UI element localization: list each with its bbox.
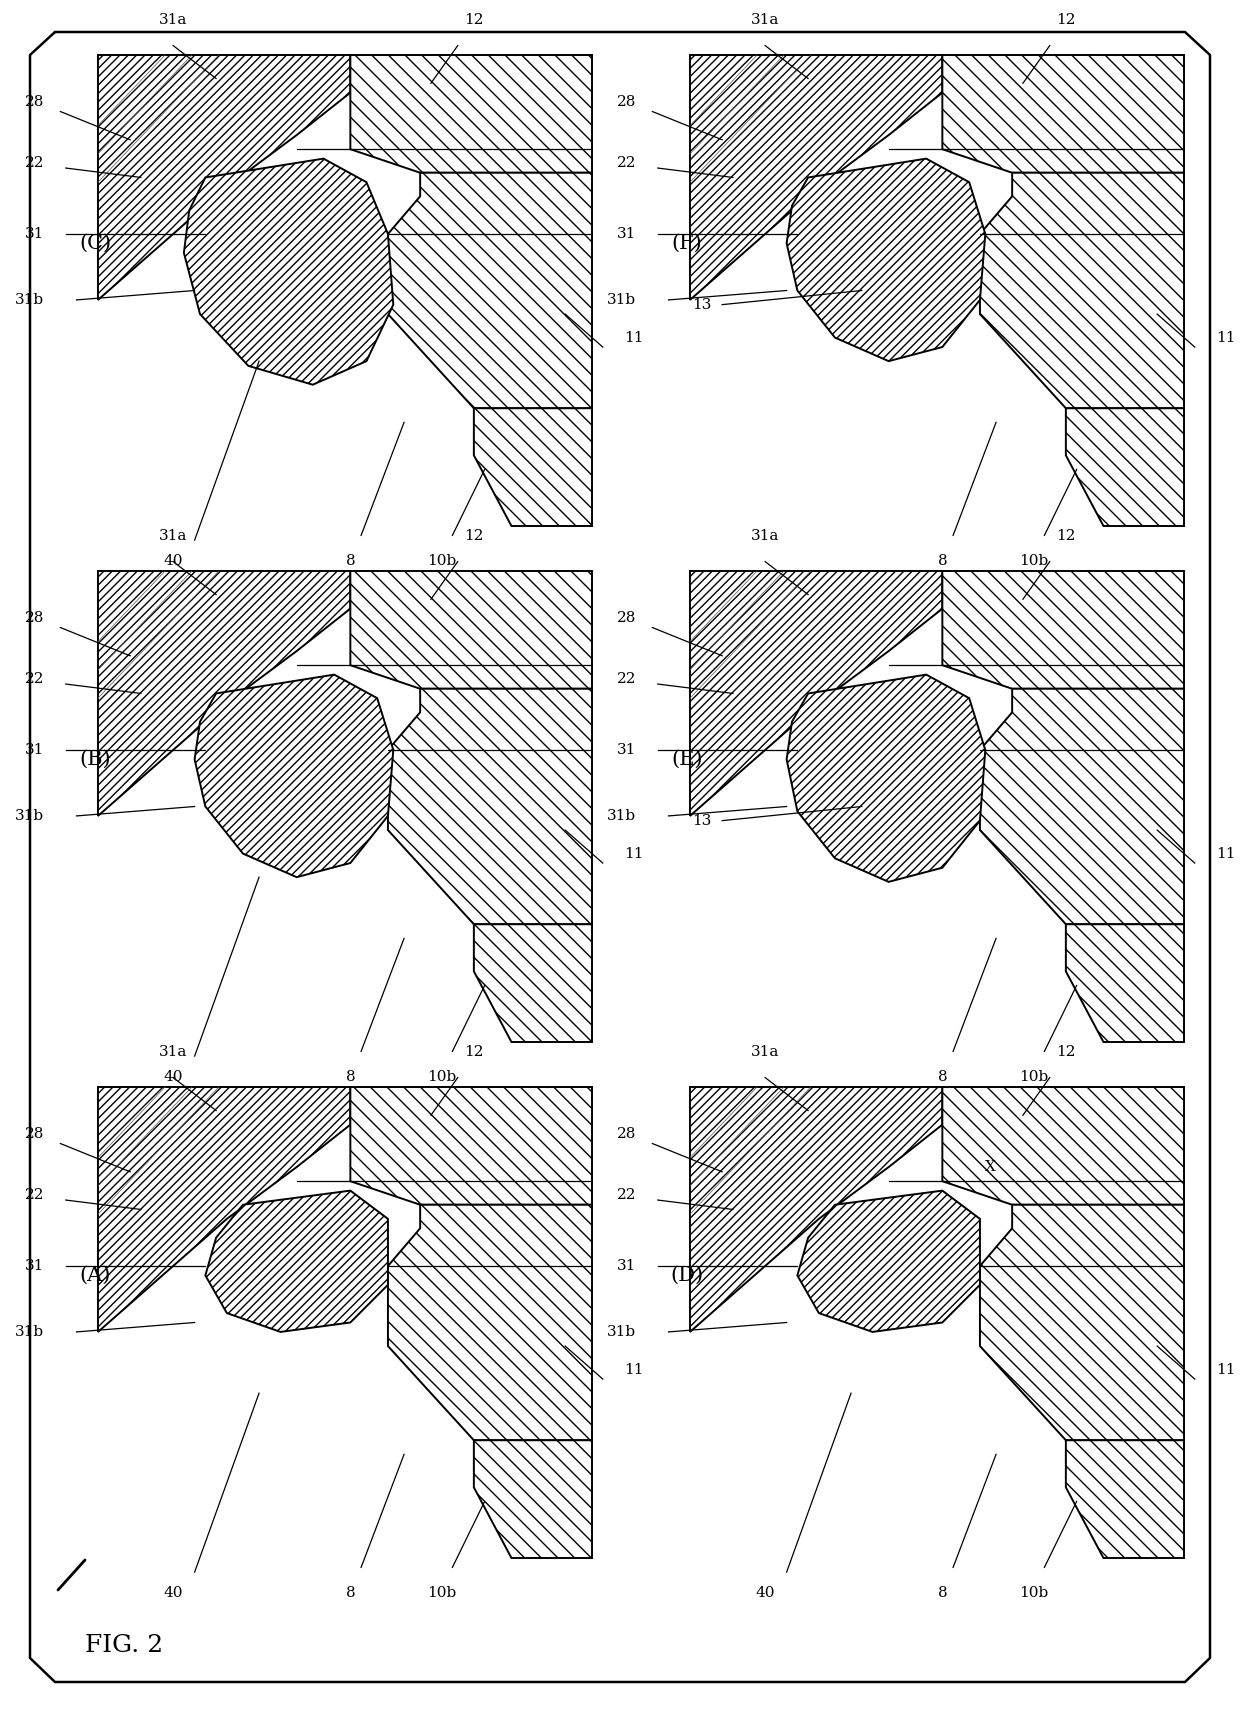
Text: 11: 11	[624, 847, 644, 861]
Text: 31b: 31b	[608, 810, 636, 823]
Text: 40: 40	[164, 1587, 182, 1601]
Text: 31b: 31b	[15, 1325, 45, 1339]
Text: 11: 11	[1216, 1363, 1236, 1376]
Text: 13: 13	[692, 298, 712, 312]
Polygon shape	[388, 1205, 591, 1440]
Text: (A): (A)	[79, 1265, 110, 1286]
Text: 12: 12	[1056, 1044, 1075, 1058]
Text: 40: 40	[164, 555, 182, 568]
Text: 31a: 31a	[159, 529, 187, 543]
Polygon shape	[980, 688, 1184, 924]
Text: 8: 8	[937, 1070, 947, 1084]
Text: 22: 22	[616, 673, 636, 687]
Text: 10b: 10b	[1019, 1070, 1048, 1084]
Polygon shape	[689, 572, 942, 817]
Polygon shape	[388, 173, 591, 407]
Text: 10b: 10b	[427, 1070, 456, 1084]
Text: 40: 40	[755, 1587, 775, 1601]
Text: 8: 8	[346, 555, 355, 568]
Text: 31b: 31b	[15, 293, 45, 306]
Polygon shape	[942, 55, 1184, 173]
Text: 31b: 31b	[608, 1325, 636, 1339]
Polygon shape	[980, 1205, 1184, 1440]
Text: 22: 22	[25, 673, 45, 687]
Text: 28: 28	[25, 611, 45, 625]
Text: 8: 8	[346, 1587, 355, 1601]
Text: 22: 22	[616, 156, 636, 169]
Polygon shape	[689, 1087, 942, 1332]
Text: 22: 22	[25, 1188, 45, 1202]
Text: X: X	[986, 1161, 996, 1174]
Text: FIG. 2: FIG. 2	[86, 1633, 164, 1657]
Text: 31: 31	[25, 743, 45, 757]
Text: 12: 12	[1056, 12, 1075, 27]
Text: 31b: 31b	[15, 810, 45, 823]
Text: 28: 28	[616, 1126, 636, 1142]
Text: 11: 11	[1216, 330, 1236, 344]
Text: 12: 12	[464, 12, 484, 27]
Polygon shape	[98, 1087, 351, 1332]
Text: (D): (D)	[671, 1265, 703, 1286]
Text: (C): (C)	[79, 235, 112, 253]
Polygon shape	[786, 675, 986, 882]
Polygon shape	[195, 675, 393, 877]
Polygon shape	[388, 688, 591, 924]
Text: 31a: 31a	[751, 1044, 779, 1058]
Polygon shape	[942, 572, 1184, 688]
Polygon shape	[98, 572, 351, 817]
Text: 22: 22	[616, 1188, 636, 1202]
Text: 10b: 10b	[427, 555, 456, 568]
Text: 31a: 31a	[751, 12, 779, 27]
Text: 10b: 10b	[1019, 555, 1048, 568]
Text: 28: 28	[616, 96, 636, 110]
Text: 12: 12	[464, 529, 484, 543]
Text: 8: 8	[937, 1587, 947, 1601]
Text: 31a: 31a	[159, 1044, 187, 1058]
Text: 31: 31	[25, 1258, 45, 1274]
Polygon shape	[980, 173, 1184, 407]
Text: 10b: 10b	[427, 1587, 456, 1601]
Polygon shape	[184, 159, 393, 385]
Text: (F): (F)	[672, 235, 702, 253]
Text: 11: 11	[624, 1363, 644, 1376]
Text: 31a: 31a	[159, 12, 187, 27]
Text: 12: 12	[1056, 529, 1075, 543]
Polygon shape	[689, 55, 942, 300]
Polygon shape	[351, 1087, 591, 1205]
Text: 28: 28	[25, 96, 45, 110]
Text: 31a: 31a	[751, 529, 779, 543]
Text: 40: 40	[164, 1070, 182, 1084]
Text: 31: 31	[616, 743, 636, 757]
Text: 28: 28	[25, 1126, 45, 1142]
Polygon shape	[206, 1190, 388, 1332]
Text: 28: 28	[616, 611, 636, 625]
Text: (E): (E)	[671, 750, 703, 769]
Polygon shape	[474, 407, 591, 526]
Text: 8: 8	[937, 555, 947, 568]
Text: 10b: 10b	[1019, 1587, 1048, 1601]
Text: 12: 12	[464, 1044, 484, 1058]
Polygon shape	[351, 55, 591, 173]
Text: 31: 31	[25, 228, 45, 241]
Text: 13: 13	[692, 813, 712, 827]
Polygon shape	[351, 572, 591, 688]
Polygon shape	[786, 159, 986, 361]
Polygon shape	[1066, 1440, 1184, 1558]
Text: 31: 31	[616, 1258, 636, 1274]
Polygon shape	[474, 1440, 591, 1558]
Text: 31: 31	[616, 228, 636, 241]
Text: 31b: 31b	[608, 293, 636, 306]
Polygon shape	[474, 924, 591, 1043]
Text: (B): (B)	[79, 750, 110, 769]
Text: 8: 8	[346, 1070, 355, 1084]
Polygon shape	[1066, 924, 1184, 1043]
Polygon shape	[98, 55, 351, 300]
Text: 22: 22	[25, 156, 45, 169]
Text: 11: 11	[1216, 847, 1236, 861]
Polygon shape	[942, 1087, 1184, 1205]
Text: 11: 11	[624, 330, 644, 344]
Polygon shape	[797, 1190, 980, 1332]
Polygon shape	[1066, 407, 1184, 526]
